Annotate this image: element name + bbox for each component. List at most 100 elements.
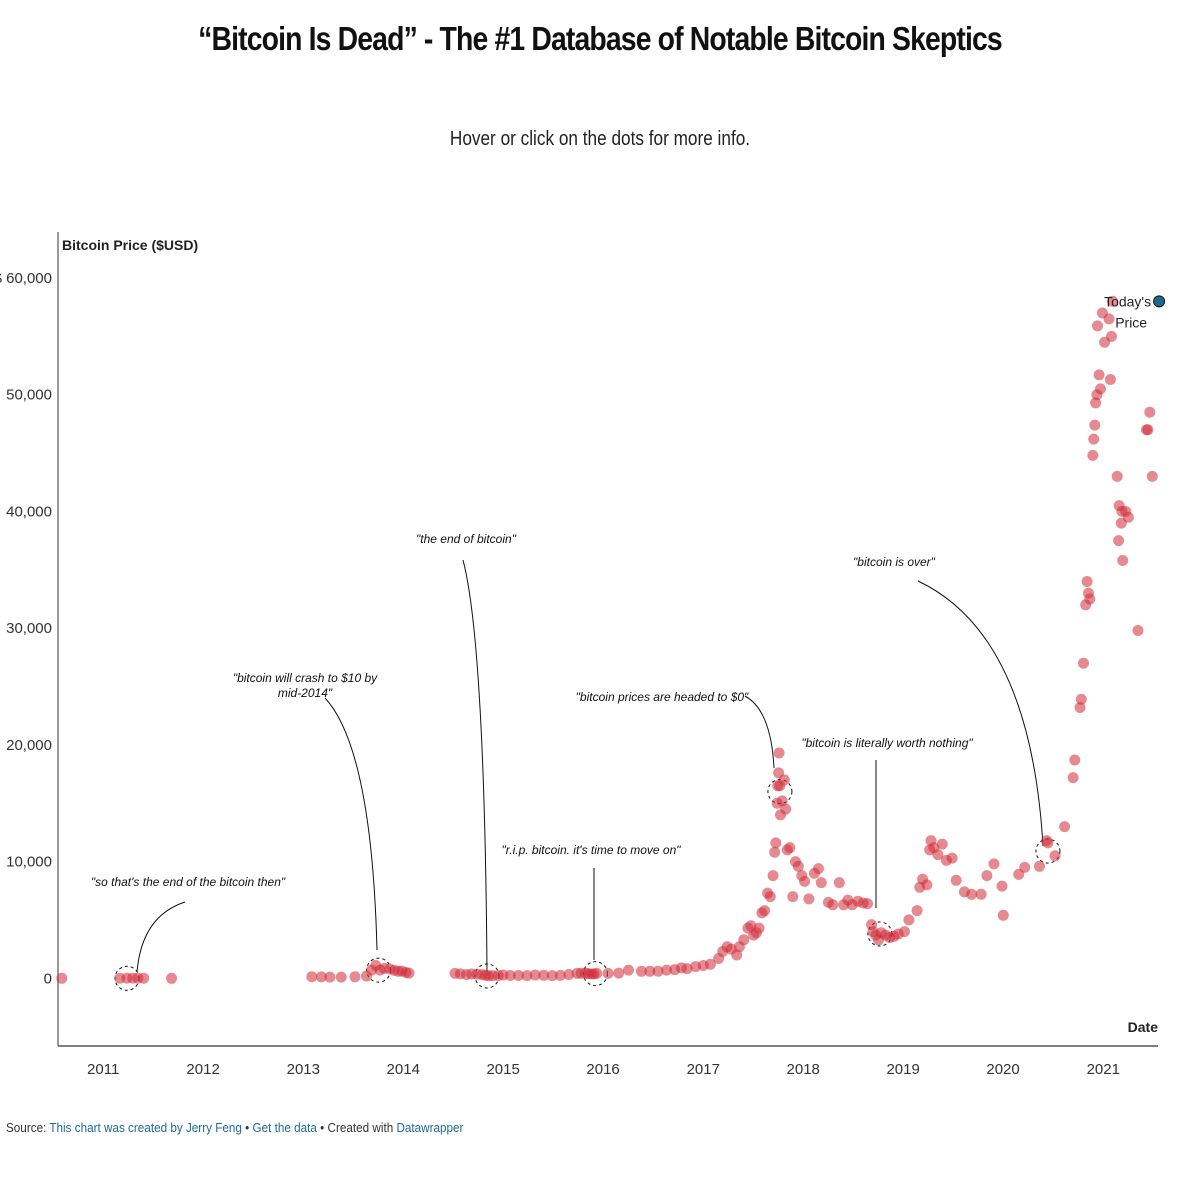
data-point[interactable] (792, 860, 804, 872)
data-point[interactable] (1078, 657, 1089, 669)
data-point[interactable] (975, 888, 987, 900)
data-point[interactable] (773, 747, 785, 759)
data-point[interactable] (778, 774, 790, 786)
data-point[interactable] (1095, 383, 1106, 395)
data-point[interactable] (681, 963, 693, 975)
data-point[interactable] (1146, 470, 1158, 482)
data-point[interactable] (784, 842, 796, 854)
data-point[interactable] (769, 846, 781, 858)
today-price-dot[interactable] (1153, 295, 1166, 308)
data-point[interactable] (1081, 576, 1093, 587)
data-point[interactable] (932, 849, 944, 861)
data-point[interactable] (521, 970, 533, 982)
data-point[interactable] (56, 972, 68, 984)
data-point[interactable] (753, 922, 765, 934)
data-point[interactable] (770, 837, 782, 849)
data-point[interactable] (1093, 369, 1105, 381)
data-point[interactable] (1113, 535, 1125, 547)
data-point[interactable] (613, 967, 625, 979)
data-point[interactable] (1075, 693, 1087, 705)
data-point[interactable] (981, 870, 993, 882)
source-link[interactable]: This chart was created by Jerry Feng (49, 1120, 242, 1135)
data-point[interactable] (966, 888, 978, 900)
data-point[interactable] (349, 971, 361, 983)
data-point[interactable] (1059, 821, 1071, 833)
data-point[interactable] (799, 875, 811, 887)
data-point[interactable] (661, 964, 673, 976)
data-point[interactable] (563, 969, 575, 980)
data-point[interactable] (759, 905, 771, 917)
data-point[interactable] (335, 971, 347, 983)
data-point[interactable] (538, 969, 550, 981)
data-point[interactable] (591, 967, 603, 979)
data-point[interactable] (403, 967, 415, 979)
data-point[interactable] (946, 852, 958, 864)
datawrapper-link[interactable]: Datawrapper (396, 1120, 464, 1135)
data-point[interactable] (813, 863, 824, 875)
data-point[interactable] (166, 972, 178, 984)
data-point[interactable] (899, 926, 910, 938)
data-point[interactable] (911, 905, 923, 917)
data-point[interactable] (1107, 295, 1119, 307)
data-point[interactable] (324, 971, 336, 983)
data-point[interactable] (776, 795, 788, 807)
today-price-marker[interactable]: Today's Price (1104, 293, 1166, 330)
data-point[interactable] (1088, 433, 1100, 445)
data-point[interactable] (704, 958, 716, 970)
data-point[interactable] (513, 970, 524, 981)
get-data-link[interactable]: Get the data (252, 1120, 317, 1135)
data-point[interactable] (1090, 397, 1102, 409)
data-point[interactable] (602, 967, 614, 979)
data-point[interactable] (815, 877, 827, 889)
data-point[interactable] (1117, 555, 1129, 566)
data-point[interactable] (1069, 754, 1081, 766)
data-point[interactable] (623, 964, 634, 976)
data-point[interactable] (554, 969, 566, 981)
data-point[interactable] (1144, 406, 1156, 418)
data-points[interactable] (56, 295, 1158, 984)
data-point[interactable] (1103, 313, 1115, 325)
data-point[interactable] (921, 879, 933, 891)
data-point[interactable] (1084, 593, 1096, 605)
data-point[interactable] (529, 969, 541, 981)
data-point[interactable] (1111, 470, 1123, 482)
data-point[interactable] (1067, 772, 1079, 784)
data-point[interactable] (1019, 861, 1031, 873)
data-point[interactable] (764, 891, 776, 903)
data-point[interactable] (827, 899, 839, 911)
data-point[interactable] (1142, 424, 1154, 436)
x-tick-label: 2013 (287, 1061, 320, 1078)
data-point[interactable] (1034, 860, 1045, 872)
data-point[interactable] (738, 934, 750, 946)
data-point[interactable] (903, 914, 915, 926)
data-point[interactable] (1106, 330, 1117, 342)
data-point[interactable] (138, 972, 150, 984)
data-point[interactable] (996, 880, 1008, 892)
data-point[interactable] (767, 870, 779, 882)
data-point[interactable] (635, 965, 647, 977)
data-point[interactable] (1132, 625, 1144, 636)
data-point[interactable] (504, 970, 516, 981)
data-point[interactable] (652, 965, 664, 977)
data-point[interactable] (997, 909, 1009, 921)
data-point[interactable] (950, 874, 962, 886)
data-point[interactable] (1104, 374, 1116, 385)
data-point[interactable] (787, 891, 799, 903)
data-point[interactable] (833, 877, 845, 889)
data-point[interactable] (306, 971, 318, 983)
data-point[interactable] (1122, 511, 1134, 523)
data-point[interactable] (988, 858, 1000, 870)
data-point[interactable] (1087, 449, 1099, 461)
data-point[interactable] (936, 838, 948, 850)
data-point[interactable] (1042, 837, 1054, 849)
data-point[interactable] (862, 898, 873, 910)
data-point[interactable] (1092, 320, 1103, 332)
data-point[interactable] (803, 893, 815, 905)
data-point[interactable] (1089, 419, 1101, 431)
data-point[interactable] (546, 970, 558, 982)
data-point[interactable] (644, 965, 656, 977)
data-point[interactable] (1074, 702, 1086, 713)
data-point[interactable] (1049, 850, 1061, 862)
data-point[interactable] (780, 803, 792, 815)
data-point[interactable] (315, 971, 327, 983)
